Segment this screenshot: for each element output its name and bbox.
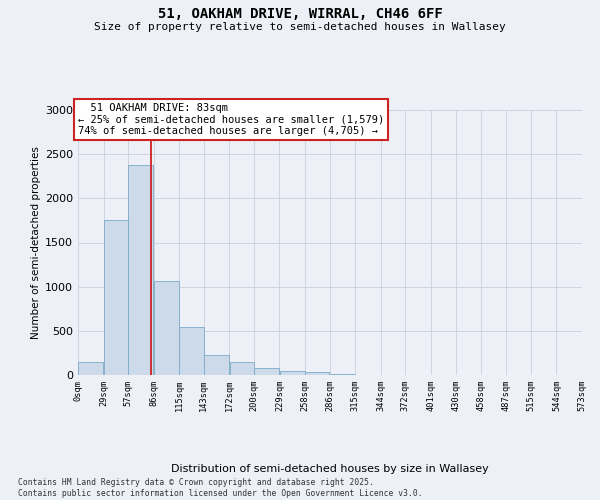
Bar — [78, 362, 103, 375]
Bar — [104, 220, 128, 375]
Bar — [280, 370, 305, 375]
Bar — [230, 362, 254, 375]
Bar — [254, 368, 279, 375]
Text: 51, OAKHAM DRIVE, WIRRAL, CH46 6FF: 51, OAKHAM DRIVE, WIRRAL, CH46 6FF — [158, 8, 442, 22]
Text: Size of property relative to semi-detached houses in Wallasey: Size of property relative to semi-detach… — [94, 22, 506, 32]
Bar — [305, 372, 329, 375]
Bar — [154, 282, 179, 375]
Bar — [204, 354, 229, 375]
Text: 51 OAKHAM DRIVE: 83sqm  
← 25% of semi-detached houses are smaller (1,579)
74% o: 51 OAKHAM DRIVE: 83sqm ← 25% of semi-det… — [78, 103, 384, 136]
Y-axis label: Number of semi-detached properties: Number of semi-detached properties — [31, 146, 41, 339]
Bar — [179, 328, 203, 375]
Text: Contains HM Land Registry data © Crown copyright and database right 2025.
Contai: Contains HM Land Registry data © Crown c… — [18, 478, 422, 498]
X-axis label: Distribution of semi-detached houses by size in Wallasey: Distribution of semi-detached houses by … — [171, 464, 489, 474]
Bar — [330, 374, 355, 375]
Bar — [128, 165, 154, 375]
